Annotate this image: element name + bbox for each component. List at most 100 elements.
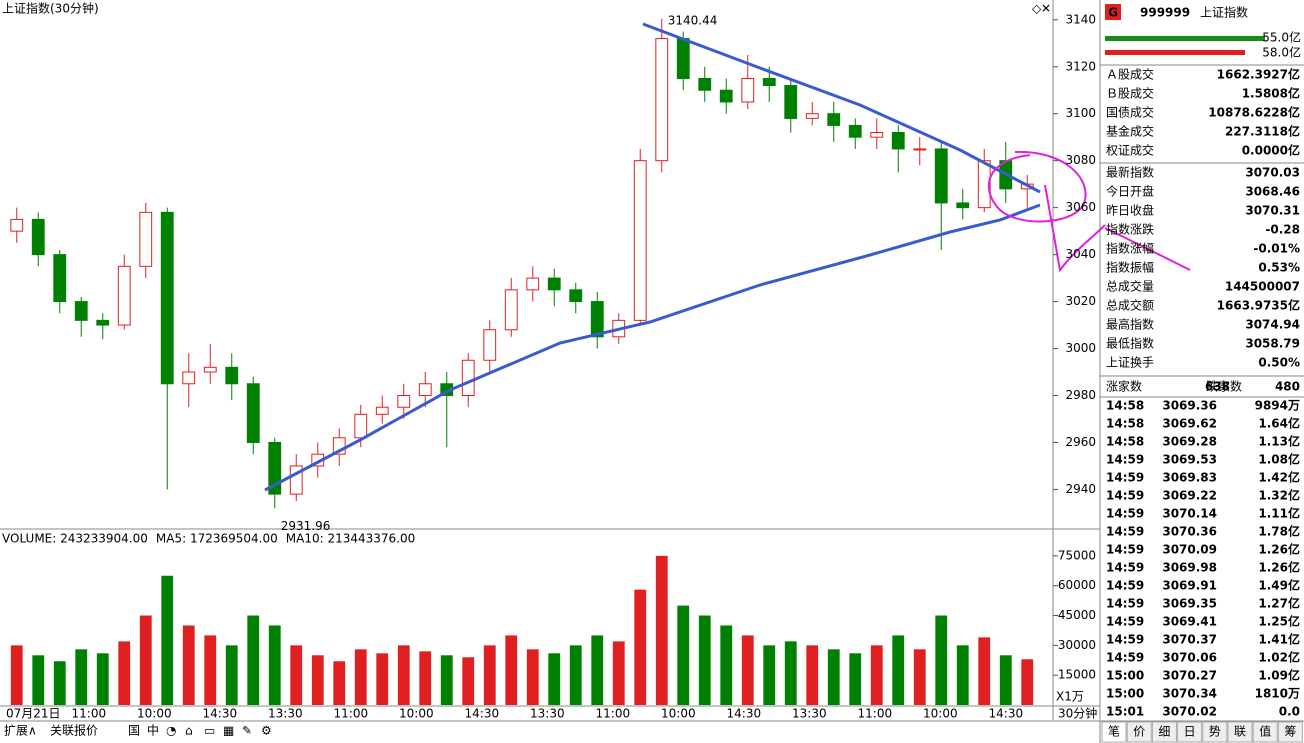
tick-price: 3069.83 bbox=[1162, 471, 1217, 485]
volume-bar bbox=[96, 653, 109, 705]
tab[interactable]: 值 bbox=[1259, 724, 1271, 739]
toolbar-icon[interactable]: ◔ bbox=[166, 724, 176, 738]
tab[interactable]: 价 bbox=[1133, 725, 1145, 739]
breadth: 涨家数 bbox=[1106, 379, 1142, 394]
tick-price: 3069.35 bbox=[1162, 597, 1217, 611]
volume-bar bbox=[870, 645, 883, 705]
tick-time: 14:58 bbox=[1106, 399, 1144, 413]
sell: 58.0亿 bbox=[1262, 45, 1301, 60]
x-tick-label: 10:00 bbox=[661, 707, 696, 721]
tick-price: 3070.06 bbox=[1162, 651, 1217, 665]
x-tick-label: 14:30 bbox=[727, 707, 762, 721]
volume-legend: VOLUME: 243233904.00 bbox=[2, 532, 148, 546]
tab-box[interactable] bbox=[1126, 721, 1152, 743]
volume-bar bbox=[526, 649, 539, 705]
volume-bar bbox=[784, 641, 797, 705]
tab[interactable]: 笔 bbox=[1108, 724, 1120, 739]
tick-amount: 1.13亿 bbox=[1258, 434, 1300, 449]
tick-amount: 9894万 bbox=[1255, 399, 1300, 413]
tick-amount: 1.41亿 bbox=[1258, 632, 1300, 647]
tick-amount: 1.42亿 bbox=[1258, 470, 1300, 485]
candle-body bbox=[139, 211, 153, 267]
volume-bar bbox=[118, 641, 131, 705]
candle-body bbox=[504, 289, 518, 331]
candle-body bbox=[461, 359, 475, 397]
tab[interactable]: 细 bbox=[1158, 725, 1170, 739]
hand-circle bbox=[987, 150, 1087, 223]
stat-value: 3074.94 bbox=[1245, 318, 1300, 332]
volume-legend: MA10: 213443376.00 bbox=[286, 532, 416, 546]
flag: G bbox=[1108, 6, 1118, 20]
tick-amount: 1.11亿 bbox=[1258, 506, 1300, 521]
flag-box bbox=[1105, 4, 1121, 20]
stat-value: 3070.03 bbox=[1245, 166, 1300, 180]
volume-bar bbox=[634, 589, 647, 705]
candle-body bbox=[418, 383, 432, 397]
stat-label: 总成交量 bbox=[1106, 279, 1154, 294]
toolbar-icon[interactable]: ⚙ bbox=[261, 724, 272, 738]
toolbar-button[interactable]: 扩展∧ bbox=[4, 724, 37, 738]
toolbar-icon[interactable]: ▭ bbox=[204, 724, 215, 738]
tick-time: 14:58 bbox=[1106, 417, 1144, 431]
tab-box[interactable] bbox=[1202, 721, 1228, 743]
toolbar-icon[interactable]: ▦ bbox=[223, 724, 234, 738]
tick-time: 14:58 bbox=[1106, 435, 1144, 449]
x-tick-label: 07月21日 bbox=[6, 707, 61, 721]
toolbar-icon[interactable]: 国 bbox=[128, 724, 140, 738]
tab-box[interactable] bbox=[1151, 721, 1177, 743]
toolbar-icon[interactable]: ✎ bbox=[242, 724, 252, 738]
x-tick-label: 13:30 bbox=[268, 707, 303, 721]
volume-bar bbox=[247, 615, 260, 705]
tick-time: 14:59 bbox=[1106, 615, 1144, 629]
candle-body bbox=[246, 383, 260, 443]
tick-price: 3069.91 bbox=[1162, 579, 1217, 593]
stat-label: 最低指数 bbox=[1106, 336, 1154, 351]
x-tick-label: 11:00 bbox=[858, 707, 893, 721]
buy-bar bbox=[1105, 36, 1265, 41]
stat-value: 1662.3927亿 bbox=[1217, 67, 1300, 82]
toolbar-icon[interactable]: ⌂ bbox=[185, 724, 193, 738]
candle-body bbox=[53, 254, 67, 303]
tab-box[interactable] bbox=[1277, 721, 1303, 743]
tab-box[interactable] bbox=[1101, 721, 1127, 743]
candle-body bbox=[590, 301, 604, 338]
tab-box[interactable] bbox=[1252, 721, 1278, 743]
volume-bar bbox=[32, 655, 45, 705]
candle-body bbox=[547, 277, 561, 291]
y-tick-label: 60000 bbox=[1058, 578, 1096, 592]
annotations bbox=[264, 22, 1191, 492]
candle-body bbox=[483, 329, 497, 361]
tab[interactable]: 日 bbox=[1184, 725, 1196, 739]
tab[interactable]: 筹 bbox=[1284, 725, 1296, 739]
candle-body bbox=[354, 413, 368, 439]
stat-label: 指数涨幅 bbox=[1106, 241, 1154, 256]
breadth: 480 bbox=[1275, 380, 1300, 394]
volume-bar bbox=[698, 615, 711, 705]
x-tick-label: 10:00 bbox=[137, 707, 172, 721]
volume-bar bbox=[182, 625, 195, 705]
tick-time: 14:59 bbox=[1106, 561, 1144, 575]
tick-price: 3069.41 bbox=[1162, 615, 1217, 629]
candle-body bbox=[977, 160, 991, 209]
period: 30分钟 bbox=[1058, 706, 1097, 721]
stat-value: 10878.6228亿 bbox=[1208, 105, 1300, 120]
candle-body bbox=[870, 132, 884, 138]
diamond-icon[interactable]: ◇ bbox=[1032, 2, 1042, 16]
x-tick-label: 13:30 bbox=[530, 707, 565, 721]
tick-price: 3069.22 bbox=[1162, 489, 1217, 503]
toolbar-icon[interactable]: 中 bbox=[147, 723, 159, 738]
tab-box[interactable] bbox=[1177, 721, 1203, 743]
stat-label: Ａ股成交 bbox=[1106, 67, 1154, 82]
tab-box[interactable] bbox=[1227, 721, 1253, 743]
y-tick-label: 3140 bbox=[1065, 12, 1096, 26]
volume-unit: X1万 bbox=[1056, 690, 1084, 704]
close-icon[interactable]: ✕ bbox=[1041, 2, 1051, 16]
toolbar-button[interactable]: 关联报价 bbox=[50, 723, 98, 738]
tab[interactable]: 势 bbox=[1209, 725, 1221, 739]
stat-label: Ｂ股成交 bbox=[1106, 86, 1154, 101]
tab[interactable]: 联 bbox=[1234, 725, 1246, 739]
candle-body bbox=[526, 277, 540, 291]
x-tick-label: 11:00 bbox=[72, 707, 107, 721]
stat-label: 总成交额 bbox=[1106, 298, 1154, 313]
tick-amount: 1.32亿 bbox=[1258, 488, 1300, 503]
